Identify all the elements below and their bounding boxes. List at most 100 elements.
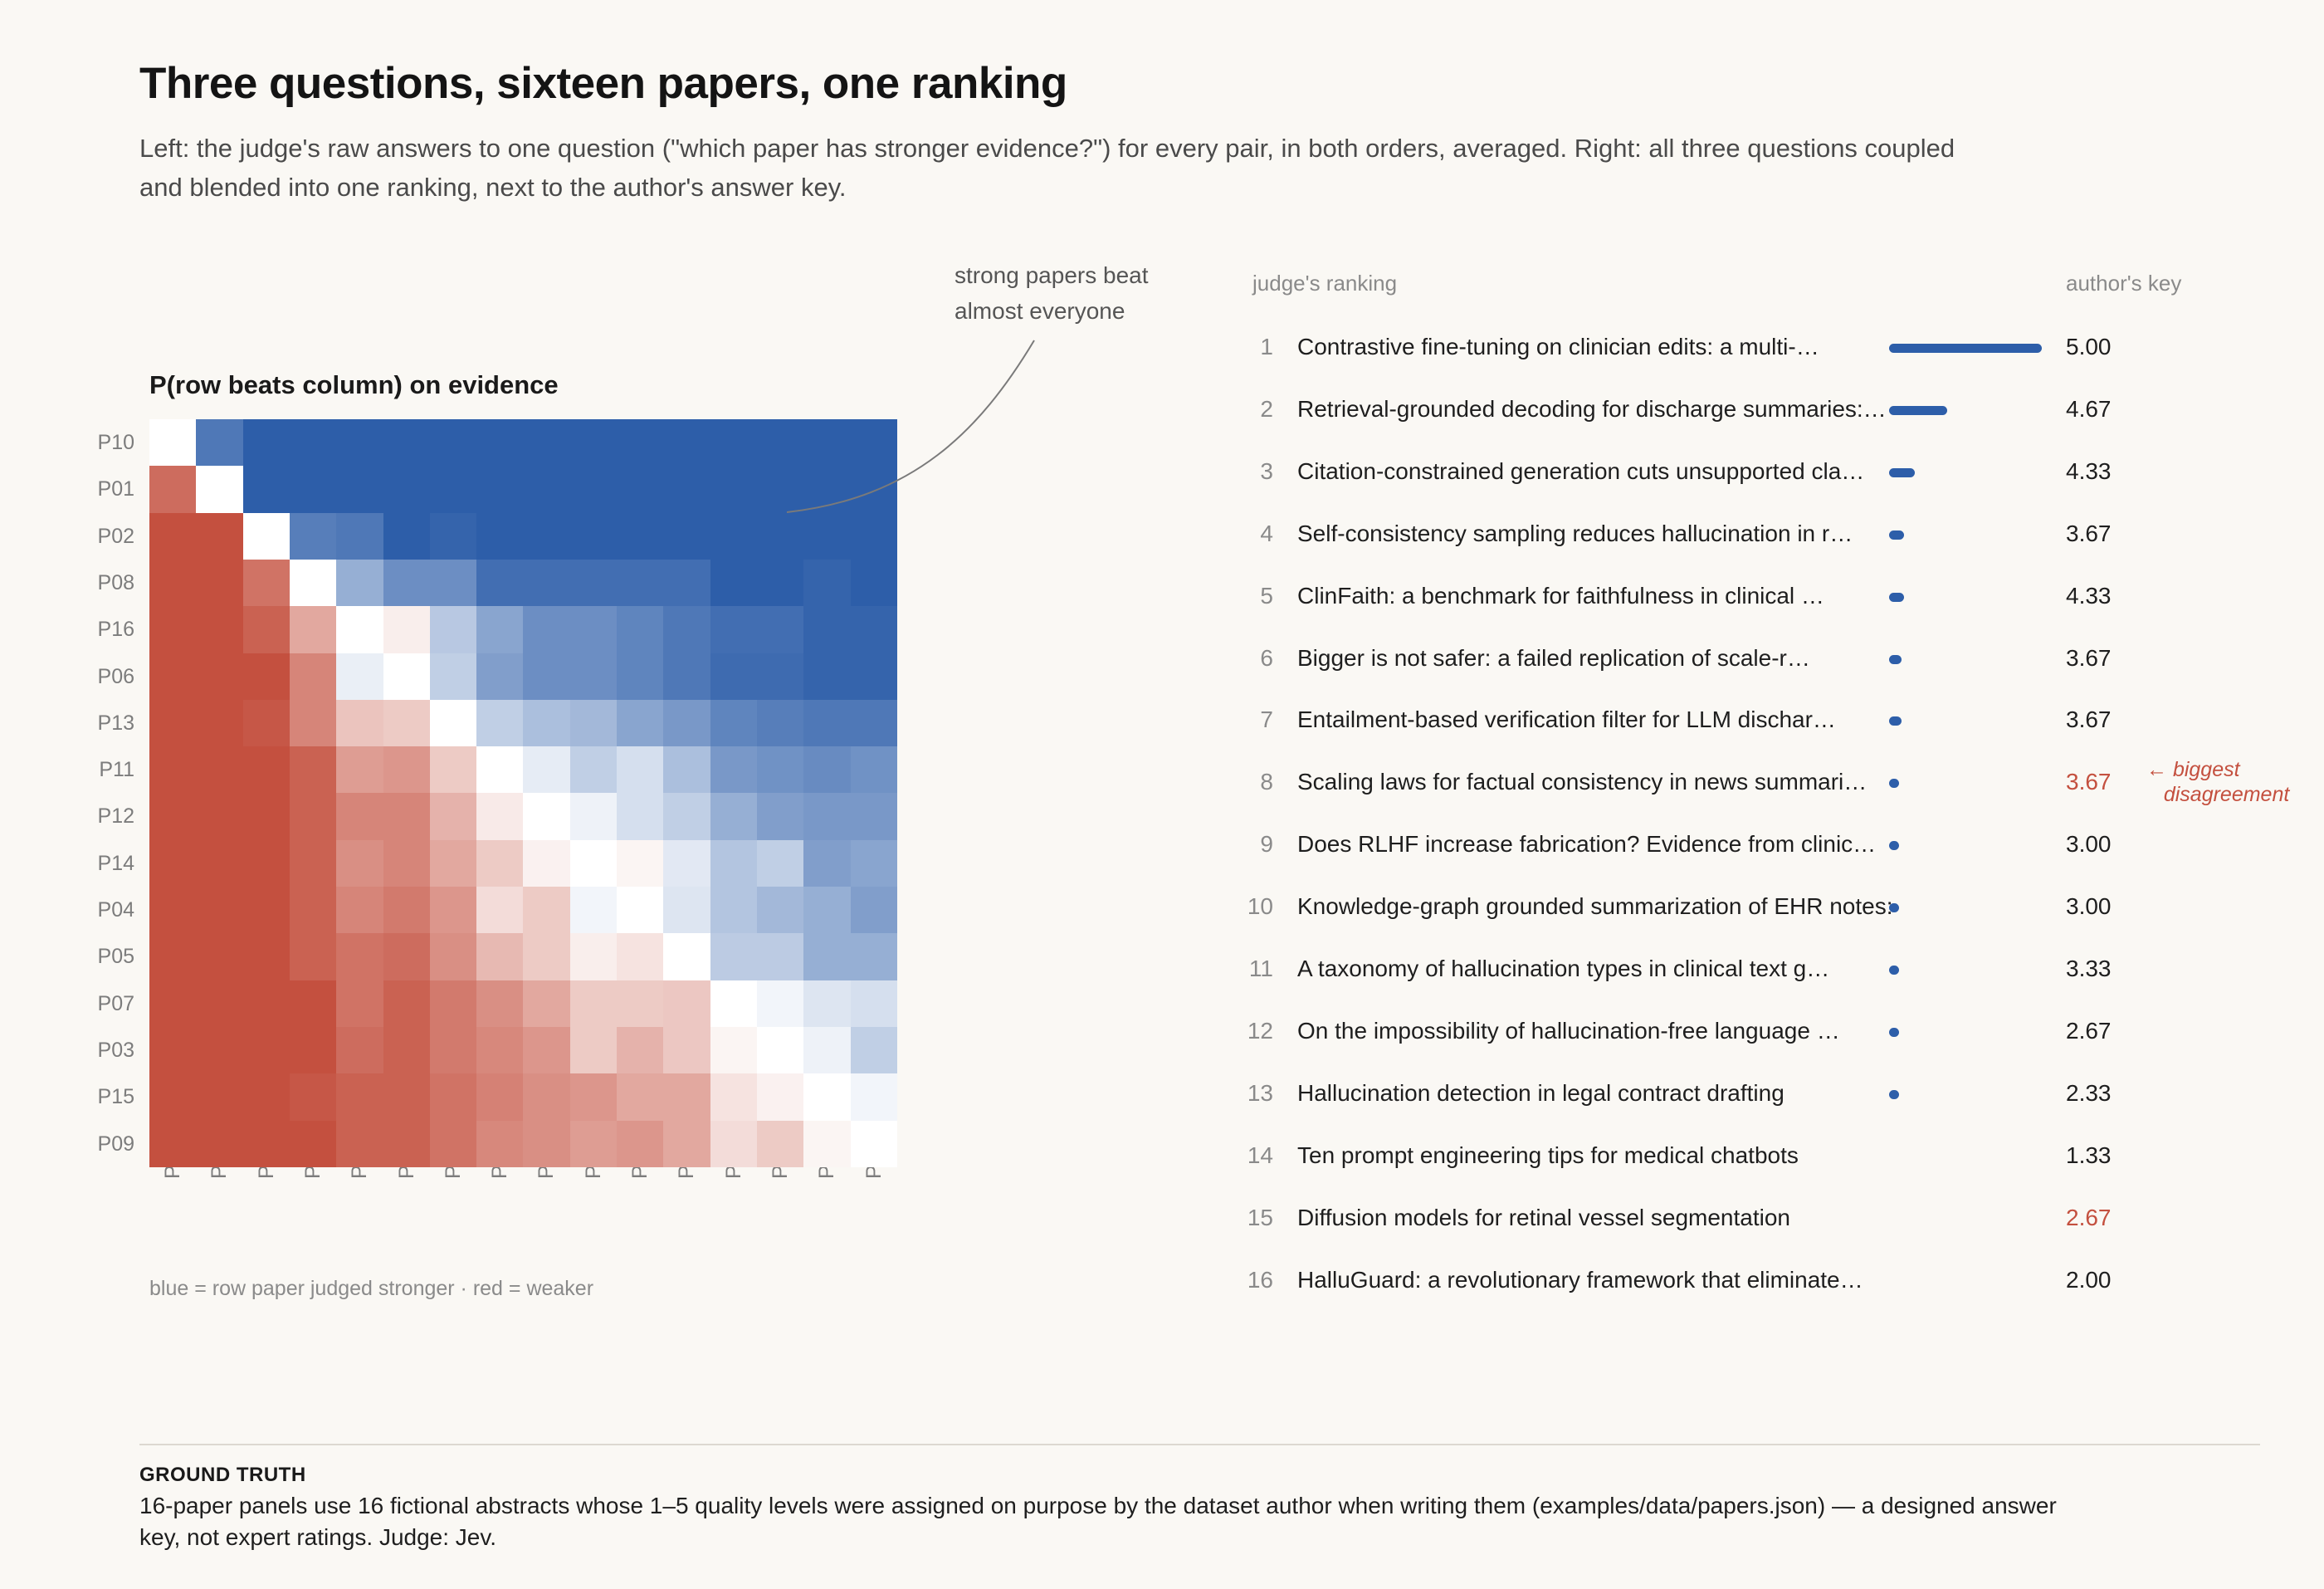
author-key-value: 3.67 <box>2066 769 2112 795</box>
heatmap-cell-P06-P04 <box>617 653 664 701</box>
heatmap-cell-P08-P13 <box>429 559 477 607</box>
heatmap-cell-P02-P07 <box>710 512 758 560</box>
ranking-row: 13 Hallucination detection in legal contr… <box>0 1077 2324 1139</box>
heatmap-cell-P15-P09 <box>850 1073 898 1122</box>
heatmap-cell-P15-P05 <box>663 1073 711 1122</box>
heatmap-cell-P15-P03 <box>756 1073 804 1122</box>
heatmap-cell-P16-P13 <box>429 606 477 654</box>
heatmap-cell-P08-P08 <box>289 559 337 607</box>
author-key-value: 3.67 <box>2066 706 2112 733</box>
heatmap-cell-P07-P05 <box>663 980 711 1028</box>
ranking-row: 12 On the impossibility of hallucination-… <box>0 1015 2324 1077</box>
heatmap-cell-P07-P08 <box>289 980 337 1028</box>
page-title: Three questions, sixteen papers, one ran… <box>139 59 1067 108</box>
heatmap-cell-P11-P04 <box>617 746 664 794</box>
row-label-P08: P08 <box>97 570 134 594</box>
heatmap-annotation: strong papers beat almost everyone <box>954 257 1179 329</box>
heatmap-cell-P04-P04 <box>617 887 664 934</box>
rank-number: 12 <box>1247 1017 1273 1044</box>
heatmap-cell-P10-P02 <box>242 419 290 467</box>
heatmap-cell-P06-P07 <box>710 653 758 701</box>
score-bar <box>1889 1027 1899 1037</box>
rank-number: 2 <box>1260 395 1273 422</box>
paper-title: Diffusion models for retinal vessel segm… <box>1297 1204 1791 1230</box>
row-label-P13: P13 <box>97 711 134 735</box>
heatmap-cell-P08-P03 <box>756 559 804 607</box>
heatmap-cell-P08-P01 <box>196 559 244 607</box>
heatmap-cell-P16-P02 <box>242 606 290 654</box>
heatmap-cell-P06-P13 <box>429 653 477 701</box>
heatmap-cell-P14-P03 <box>756 839 804 887</box>
heatmap-cell-P05-P11 <box>476 933 524 981</box>
score-bar <box>1889 716 1902 726</box>
paper-title: HalluGuard: a revolutionary framework th… <box>1297 1266 1863 1293</box>
heatmap-cell-P02-P02 <box>242 512 290 560</box>
ranking-row: 6 Bigger is not safer: a failed replicati… <box>0 642 2324 704</box>
heatmap-cell-P12-P13 <box>429 793 477 841</box>
heatmap-cell-P10-P09 <box>850 419 898 467</box>
heatmap-cell-P15-P16 <box>336 1073 384 1122</box>
heatmap-cell-P14-P15 <box>803 839 852 887</box>
rank-number: 15 <box>1247 1204 1273 1230</box>
heatmap-cell-P08-P06 <box>383 559 431 607</box>
author-key-value: 4.33 <box>2066 457 2112 484</box>
heatmap-cell-P08-P07 <box>710 559 758 607</box>
heatmap-cell-P03-P16 <box>336 1026 384 1074</box>
heatmap-cell-P01-P11 <box>476 466 524 514</box>
heatmap-cell-P14-P04 <box>617 839 664 887</box>
heatmap-cell-P04-P10 <box>149 887 197 934</box>
heatmap-cell-P02-P08 <box>289 512 337 560</box>
heatmap-cell-P11-P15 <box>803 746 852 794</box>
rank-number: 10 <box>1247 893 1273 920</box>
heatmap-cell-P14-P01 <box>196 839 244 887</box>
heatmap-cell-P15-P14 <box>569 1073 618 1122</box>
heatmap-cell-P02-P05 <box>663 512 711 560</box>
rank-number: 4 <box>1260 520 1273 546</box>
heatmap-cell-P02-P09 <box>850 512 898 560</box>
heatmap-cell-P05-P09 <box>850 933 898 981</box>
paper-title: Contrastive fine-tuning on clinician edi… <box>1297 334 1819 359</box>
heatmap-cell-P09-P09 <box>850 1120 898 1168</box>
heatmap-cell-P15-P07 <box>710 1073 758 1122</box>
heatmap-cell-P01-P05 <box>663 466 711 514</box>
heatmap-cell-P05-P05 <box>663 933 711 981</box>
heatmap-cell-P10-P06 <box>383 419 431 467</box>
heatmap-cell-P03-P08 <box>289 1026 337 1074</box>
heatmap-cell-P05-P13 <box>429 933 477 981</box>
heatmap-cell-P10-P10 <box>149 419 197 467</box>
heatmap-cell-P07-P10 <box>149 980 197 1028</box>
heatmap-cell-P15-P15 <box>803 1073 852 1122</box>
heatmap-cell-P05-P10 <box>149 933 197 981</box>
ranking-row: 16 HalluGuard: a revolutionary framework … <box>0 1264 2324 1326</box>
heatmap-cell-P04-P02 <box>242 887 290 934</box>
heatmap-cell-P09-P05 <box>663 1120 711 1168</box>
heatmap-cell-P07-P03 <box>756 980 804 1028</box>
heatmap-cell-P10-P12 <box>523 419 571 467</box>
heatmap-cell-P12-P09 <box>850 793 898 841</box>
heatmap-cell-P13-P13 <box>429 699 477 747</box>
ranking-row: 7 Entailment-based verification filter fo… <box>0 703 2324 765</box>
heatmap-cell-P15-P10 <box>149 1073 197 1122</box>
heatmap-cell-P11-P14 <box>569 746 618 794</box>
score-bar <box>1889 966 1899 975</box>
heatmap-cell-P11-P07 <box>710 746 758 794</box>
heatmap-cell-P12-P08 <box>289 793 337 841</box>
heatmap-cell-P09-P06 <box>383 1120 431 1168</box>
heatmap-cell-P02-P11 <box>476 512 524 560</box>
heatmap-cell-P16-P09 <box>850 606 898 654</box>
heatmap-cell-P08-P04 <box>617 559 664 607</box>
heatmap-cell-P04-P05 <box>663 887 711 934</box>
heatmap-cell-P16-P11 <box>476 606 524 654</box>
heatmap-cell-P05-P03 <box>756 933 804 981</box>
heatmap-cell-P11-P02 <box>242 746 290 794</box>
heatmap-cell-P14-P11 <box>476 839 524 887</box>
heatmap-cell-P14-P05 <box>663 839 711 887</box>
heatmap-cell-P16-P15 <box>803 606 852 654</box>
heatmap-cell-P07-P12 <box>523 980 571 1028</box>
heatmap-cell-P12-P04 <box>617 793 664 841</box>
heatmap-cell-P08-P05 <box>663 559 711 607</box>
paper-title: Self-consistency sampling reduces halluc… <box>1297 520 1853 546</box>
heatmap-cell-P07-P13 <box>429 980 477 1028</box>
heatmap-cell-P06-P14 <box>569 653 618 701</box>
heatmap-cell-P13-P07 <box>710 699 758 747</box>
